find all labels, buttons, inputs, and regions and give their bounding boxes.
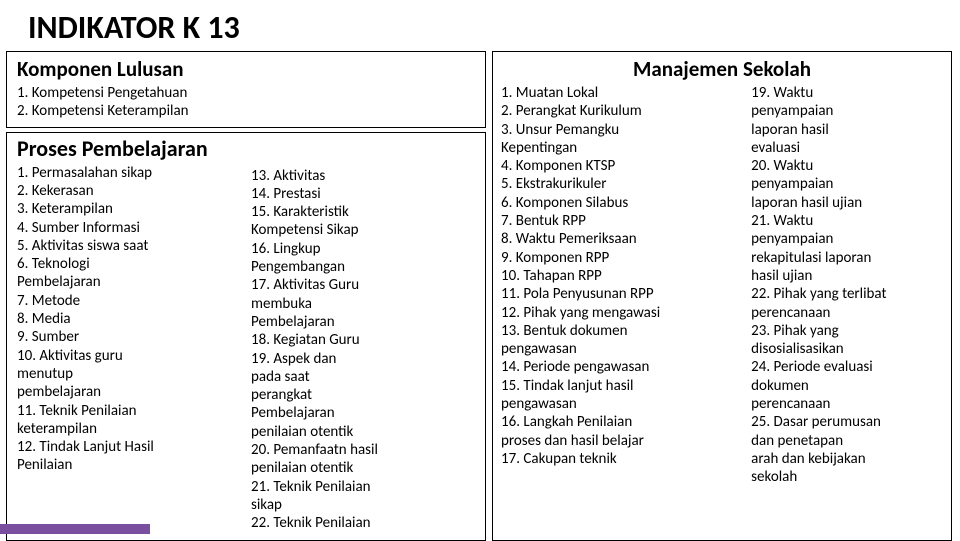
- list-item: 19. Aspek dan: [251, 350, 475, 368]
- list-item: 7. Bentuk RPP: [501, 212, 745, 230]
- list-item: 22. Teknik Penilaian: [251, 514, 475, 532]
- list-item: penyampaian: [751, 102, 943, 120]
- komponen-lulusan-box: Komponen Lulusan 1. Kompetensi Pengetahu…: [6, 51, 486, 128]
- list-item: 1. Muatan Lokal: [501, 84, 745, 102]
- list-item: proses dan hasil belajar: [501, 432, 745, 450]
- list-item: 2. Perangkat Kurikulum: [501, 102, 745, 120]
- list-item: evaluasi: [751, 139, 943, 157]
- list-item: 20. Pemanfaatn hasil: [251, 441, 475, 459]
- list-item: Pembelajaran: [251, 404, 475, 422]
- list-item: 6. Komponen Silabus: [501, 194, 745, 212]
- list-item: 1. Permasalahan sikap: [17, 164, 241, 182]
- komponen-list: 1. Kompetensi Pengetahuan2. Kompetensi K…: [17, 84, 475, 121]
- list-item: 25. Dasar perumusan: [751, 413, 943, 431]
- list-item: 3. Keterampilan: [17, 200, 241, 218]
- list-item: 9. Sumber: [17, 328, 241, 346]
- list-item: 18. Kegiatan Guru: [251, 331, 475, 349]
- list-item: 6. Teknologi: [17, 255, 241, 273]
- list-item: 17. Cakupan teknik: [501, 450, 745, 468]
- list-item: perangkat: [251, 386, 475, 404]
- list-item: Pengembangan: [251, 258, 475, 276]
- list-item: penyampaian: [751, 175, 943, 193]
- list-item: pada saat: [251, 368, 475, 386]
- list-item: perencanaan: [751, 395, 943, 413]
- list-item: 10. Tahapan RPP: [501, 267, 745, 285]
- list-item: arah dan kebijakan: [751, 450, 943, 468]
- list-item: 2. Kompetensi Keterampilan: [17, 102, 475, 120]
- list-item: dan penetapan: [751, 432, 943, 450]
- list-item: 10. Aktivitas guru: [17, 347, 241, 365]
- list-item: 15. Karakteristik: [251, 203, 475, 221]
- list-item: 13. Bentuk dokumen: [501, 322, 745, 340]
- list-item: Pembelajaran: [251, 313, 475, 331]
- proses-col-a: Proses Pembelajaran 1. Permasalahan sika…: [17, 137, 241, 533]
- list-item: 5. Aktivitas siswa saat: [17, 237, 241, 255]
- proses-col-b: 13. Aktivitas14. Prestasi15. Karakterist…: [251, 137, 475, 533]
- list-item: keterampilan: [17, 420, 241, 438]
- list-item: 15. Tindak lanjut hasil: [501, 377, 745, 395]
- list-item: pengawasan: [501, 395, 745, 413]
- proses-heading: Proses Pembelajaran: [17, 137, 241, 160]
- list-item: 1. Kompetensi Pengetahuan: [17, 84, 475, 102]
- list-item: pembelajaran: [17, 383, 241, 401]
- list-item: rekapitulasi laporan: [751, 249, 943, 267]
- list-item: penilaian otentik: [251, 459, 475, 477]
- list-item: 11. Teknik Penilaian: [17, 402, 241, 420]
- list-item: 4. Sumber Informasi: [17, 219, 241, 237]
- list-item: penyampaian: [751, 230, 943, 248]
- page-title: INDIKATOR K 13: [0, 0, 960, 51]
- list-item: 16. Langkah Penilaian: [501, 413, 745, 431]
- list-item: 20. Waktu: [751, 157, 943, 175]
- list-item: disosialisasikan: [751, 340, 943, 358]
- manajemen-col-b: 19. Waktu penyampaian laporan hasil eval…: [751, 84, 943, 487]
- left-column: Komponen Lulusan 1. Kompetensi Pengetahu…: [6, 51, 486, 541]
- list-item: dokumen: [751, 377, 943, 395]
- list-item: penilaian otentik: [251, 423, 475, 441]
- list-item: 8. Media: [17, 310, 241, 328]
- list-item: laporan hasil ujian: [751, 194, 943, 212]
- list-item: 19. Waktu: [751, 84, 943, 102]
- list-item: sikap: [251, 496, 475, 514]
- list-item: laporan hasil: [751, 121, 943, 139]
- list-item: sekolah: [751, 468, 943, 486]
- proses-box: Proses Pembelajaran 1. Permasalahan sika…: [6, 132, 486, 541]
- list-item: perencanaan: [751, 304, 943, 322]
- list-item: hasil ujian: [751, 267, 943, 285]
- list-item: 5. Ekstrakurikuler: [501, 175, 745, 193]
- list-item: 22. Pihak yang terlibat: [751, 285, 943, 303]
- list-item: 13. Aktivitas: [251, 167, 475, 185]
- list-item: Kepentingan: [501, 139, 745, 157]
- list-item: 14. Periode pengawasan: [501, 358, 745, 376]
- list-item: 16. Lingkup: [251, 240, 475, 258]
- list-item: 12. Pihak yang mengawasi: [501, 304, 745, 322]
- list-item: 12. Tindak Lanjut Hasil: [17, 438, 241, 456]
- list-item: membuka: [251, 295, 475, 313]
- main-container: Komponen Lulusan 1. Kompetensi Pengetahu…: [0, 51, 960, 541]
- list-item: 21. Teknik Penilaian: [251, 478, 475, 496]
- list-item: 2. Kekerasan: [17, 182, 241, 200]
- list-item: 4. Komponen KTSP: [501, 157, 745, 175]
- list-item: Pembelajaran: [17, 273, 241, 291]
- list-item: 7. Metode: [17, 292, 241, 310]
- list-item: menutup: [17, 365, 241, 383]
- footer-accent: [0, 524, 150, 534]
- list-item: Penilaian: [17, 456, 241, 474]
- list-item: 11. Pola Penyusunan RPP: [501, 285, 745, 303]
- manajemen-box: Manajemen Sekolah 1. Muatan Lokal2. Pera…: [492, 51, 952, 541]
- list-item: pengawasan: [501, 340, 745, 358]
- list-item: 3. Unsur Pemangku: [501, 121, 745, 139]
- manajemen-col-a: 1. Muatan Lokal2. Perangkat Kurikulum3. …: [501, 84, 745, 487]
- list-item: 23. Pihak yang: [751, 322, 943, 340]
- list-item: 9. Komponen RPP: [501, 249, 745, 267]
- komponen-heading: Komponen Lulusan: [17, 56, 475, 82]
- list-item: 8. Waktu Pemeriksaan: [501, 230, 745, 248]
- list-item: 14. Prestasi: [251, 185, 475, 203]
- manajemen-heading: Manajemen Sekolah: [501, 56, 943, 82]
- list-item: 21. Waktu: [751, 212, 943, 230]
- list-item: 17. Aktivitas Guru: [251, 276, 475, 294]
- list-item: Kompetensi Sikap: [251, 221, 475, 239]
- list-item: 24. Periode evaluasi: [751, 358, 943, 376]
